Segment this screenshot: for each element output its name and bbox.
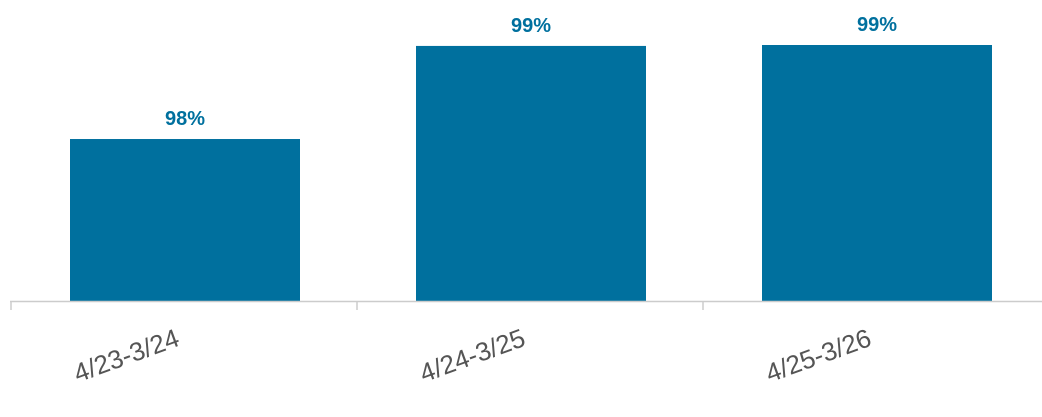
data-labels-group: 98% 99% 99% (165, 14, 897, 130)
x-tick-label: 4/24-3/25 (416, 322, 530, 388)
data-label: 99% (511, 15, 551, 37)
x-tick-label: 4/23-3/24 (70, 322, 184, 388)
bar-4/23-3/24 (70, 139, 300, 301)
x-axis-ticks-group (10, 301, 704, 310)
bar-4/25-3/26 (762, 45, 992, 301)
data-label: 99% (857, 14, 897, 36)
data-label: 98% (165, 108, 205, 130)
x-axis-tick-labels-group: 4/23-3/24 4/24-3/25 4/25-3/26 (70, 322, 876, 388)
bars-group (70, 45, 992, 301)
x-tick-label: 4/25-3/26 (762, 322, 876, 388)
bar-4/24-3/25 (416, 45, 646, 301)
